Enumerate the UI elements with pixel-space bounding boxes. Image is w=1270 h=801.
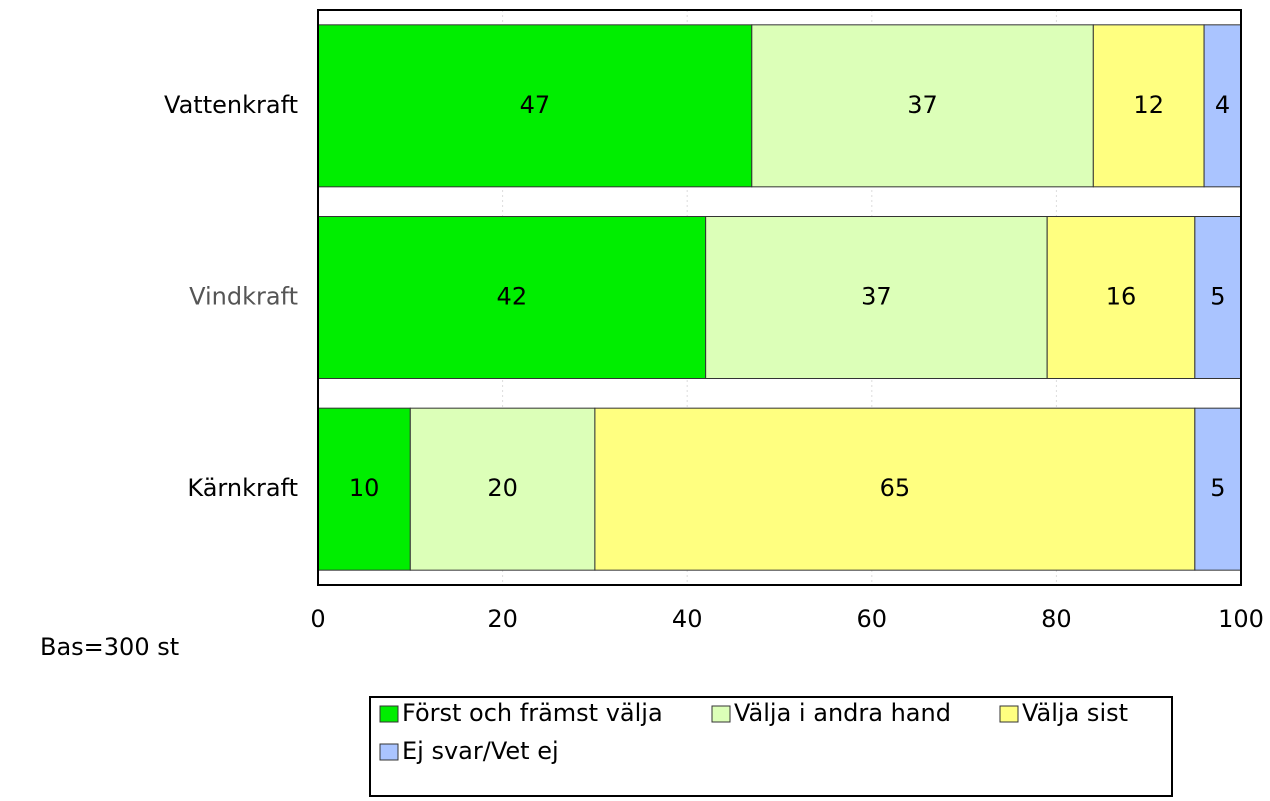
value-label: 65 (880, 474, 911, 502)
y-tick-label: Vattenkraft (164, 91, 298, 119)
value-label: 42 (497, 283, 528, 311)
legend-swatch (999, 705, 1019, 723)
value-label: 10 (349, 474, 380, 502)
legend-label: Välja i andra hand (734, 699, 951, 727)
x-tick-label: 0 (310, 605, 325, 633)
legend-label: Välja sist (1022, 699, 1128, 727)
value-label: 5 (1210, 283, 1225, 311)
value-label: 20 (487, 474, 518, 502)
bar-segment (751, 24, 1094, 188)
y-tick-label: Vindkraft (189, 283, 298, 311)
value-label: 12 (1133, 91, 1164, 119)
bar-segment (409, 407, 596, 571)
legend-swatch (379, 743, 399, 761)
bar-segment (317, 407, 411, 571)
bar-segment (317, 24, 753, 188)
bar-segment (594, 407, 1196, 571)
annotation: Bas=300 st (40, 633, 179, 661)
value-label: 47 (520, 91, 551, 119)
bar-segment (705, 216, 1048, 379)
legend-box (369, 696, 1173, 797)
legend-label: Ej svar/Vet ej (402, 737, 559, 765)
bar-segment (1092, 24, 1205, 188)
value-label: 4 (1215, 91, 1230, 119)
x-tick-label: 100 (1218, 605, 1264, 633)
legend-swatch (379, 705, 399, 723)
value-label: 37 (861, 283, 892, 311)
value-label: 16 (1106, 283, 1137, 311)
x-tick-label: 60 (857, 605, 888, 633)
legend-label: Först och främst välja (402, 699, 663, 727)
legend-swatch (711, 705, 731, 723)
x-tick-label: 20 (487, 605, 518, 633)
bar-segment (1046, 216, 1196, 379)
bar-segment (317, 216, 707, 379)
value-label: 5 (1210, 474, 1225, 502)
y-tick-label: Kärnkraft (187, 474, 298, 502)
plot-frame (317, 9, 1242, 586)
x-tick-label: 80 (1041, 605, 1072, 633)
value-label: 37 (907, 91, 938, 119)
x-tick-label: 40 (672, 605, 703, 633)
